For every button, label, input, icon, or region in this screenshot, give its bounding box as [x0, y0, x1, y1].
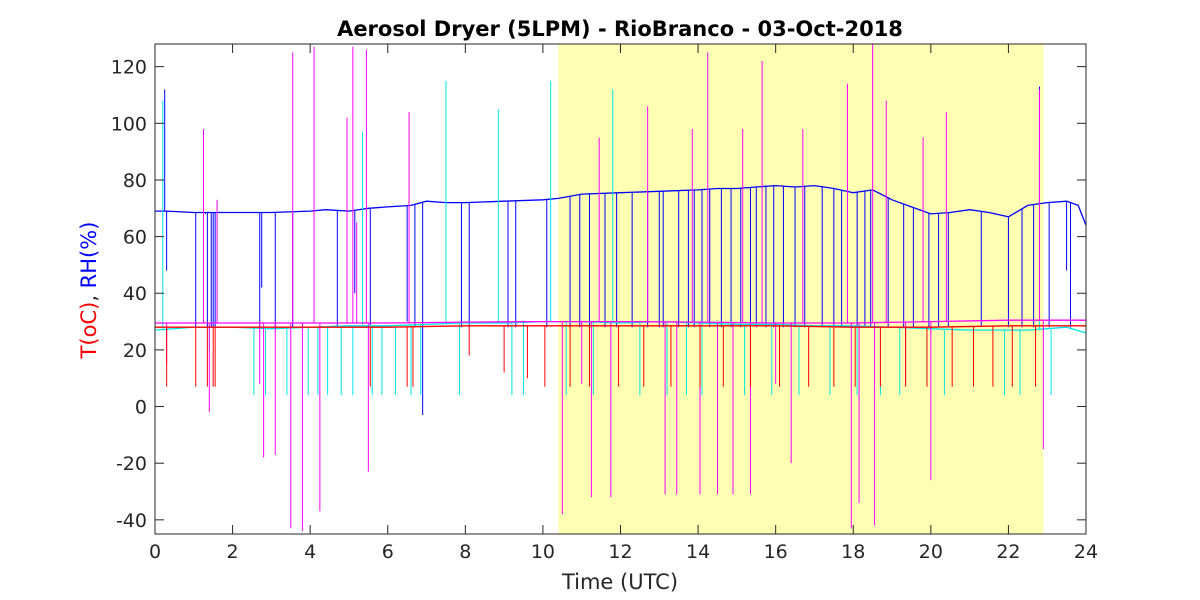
x-tick-label-1: 2: [227, 541, 239, 563]
chart-title: Aerosol Dryer (5LPM) - RioBranco - 03-Oc…: [337, 17, 903, 41]
y-axis-label-part-1: ,: [77, 288, 101, 301]
y-axis-label: T(oC), RH(%): [77, 222, 101, 360]
x-tick-label-8: 16: [764, 541, 788, 563]
y-tick-label-5: 60: [123, 227, 147, 249]
series-layer: [155, 44, 1086, 532]
x-tick-label-5: 10: [531, 541, 555, 563]
x-tick-label-6: 12: [608, 541, 632, 563]
x-tick-label-2: 4: [304, 541, 316, 563]
y-tick-label-2: 0: [135, 397, 147, 419]
x-axis-label: Time (UTC): [561, 570, 678, 594]
x-tick-label-7: 14: [686, 541, 710, 563]
x-tick-label-9: 18: [841, 541, 865, 563]
series-0: [155, 86, 1086, 416]
x-tick-label-0: 0: [149, 541, 161, 563]
y-tick-label-3: 20: [123, 340, 147, 362]
x-tick-label-3: 6: [382, 541, 394, 563]
y-tick-label-6: 80: [123, 170, 147, 192]
x-tick-label-12: 24: [1074, 541, 1098, 563]
y-tick-label-4: 40: [123, 283, 147, 305]
x-tick-label-4: 8: [459, 541, 471, 563]
y-axis-label-part-2: RH(%): [77, 222, 101, 289]
series-3: [155, 325, 1086, 387]
x-tick-label-10: 20: [919, 541, 943, 563]
y-axis-label-part-0: T(oC): [77, 302, 101, 360]
daylight-shading: [558, 44, 1044, 534]
x-tick-label-11: 22: [996, 541, 1020, 563]
y-tick-label-0: -40: [116, 510, 147, 532]
y-tick-label-7: 100: [111, 113, 147, 135]
y-tick-label-1: -20: [116, 453, 147, 475]
series-3-line: [155, 325, 1086, 328]
y-tick-label-8: 120: [111, 57, 147, 79]
